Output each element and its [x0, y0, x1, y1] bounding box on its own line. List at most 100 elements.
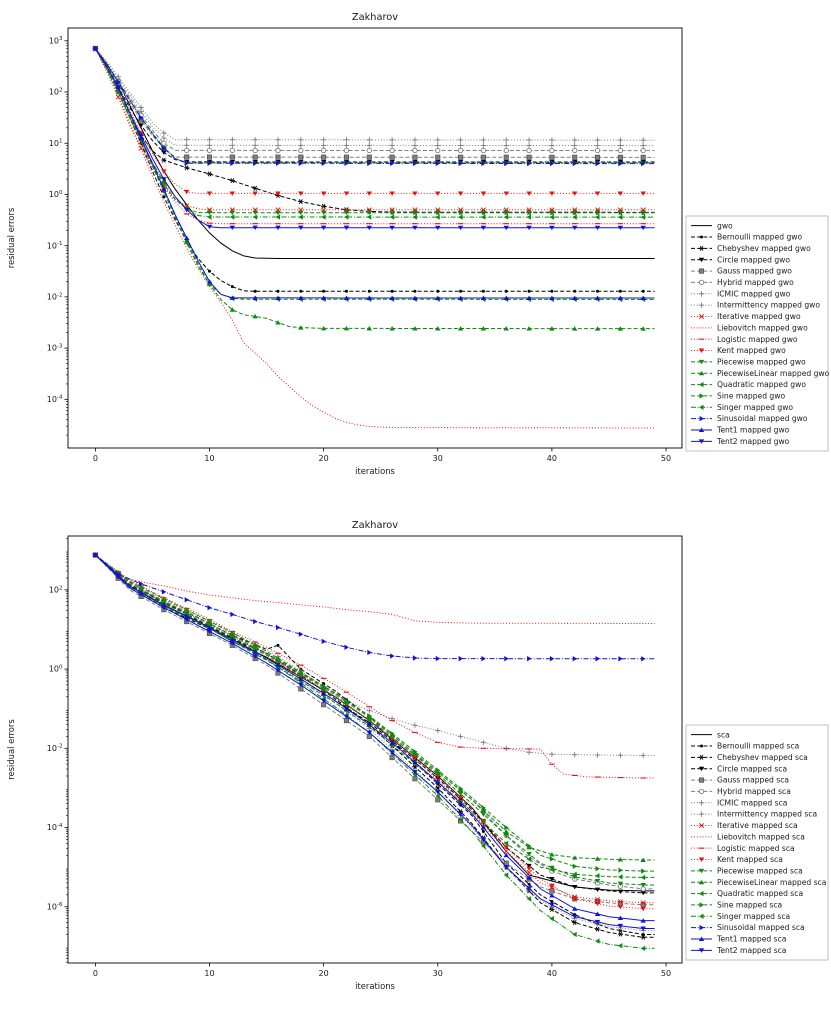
series-Liebovitch: [94, 48, 655, 429]
series-Tent2: [92, 553, 655, 931]
svg-text:20: 20: [319, 454, 329, 463]
svg-text:Tent1 mapped sca: Tent1 mapped sca: [716, 935, 786, 944]
plot-area: [67, 27, 683, 449]
legend-entry: Sinusoidal mapped gwo: [691, 414, 808, 423]
svg-text:10-4: 10-4: [47, 823, 63, 832]
svg-text:ICMIC mapped sca: ICMIC mapped sca: [717, 798, 787, 807]
svg-text:Gauss mapped gwo: Gauss mapped gwo: [717, 267, 792, 276]
series-Tent1: [92, 552, 655, 923]
svg-text:Singer mapped sca: Singer mapped sca: [717, 912, 790, 921]
svg-text:Sinusoidal mapped sca: Sinusoidal mapped sca: [717, 923, 805, 932]
series-Sinusoidal: [93, 45, 655, 167]
legend-entry: Tent2 mapped sca: [691, 946, 786, 955]
svg-text:ICMIC mapped gwo: ICMIC mapped gwo: [717, 289, 791, 298]
series-Logistic: [92, 47, 655, 225]
legend-entry: Sine mapped gwo: [691, 392, 785, 401]
svg-text:40: 40: [547, 969, 557, 978]
legend-entry: sca: [691, 730, 730, 739]
x-axis-label: iterations: [355, 466, 395, 476]
legend-entry: Sinusoidal mapped sca: [691, 923, 805, 932]
legend-entry: Singer mapped gwo: [691, 403, 793, 412]
legend-entry: Logistic mapped gwo: [691, 335, 798, 344]
series-Intermittency: [92, 45, 655, 149]
legend-entry: Circle mapped gwo: [691, 255, 790, 264]
legend-entry: Gauss mapped sca: [691, 776, 789, 785]
svg-text:0: 0: [93, 969, 98, 978]
sca-chart-canvas: Zakharov 0 10 20 30 40 50 iterations 102 100 10-2 1…: [6, 520, 829, 991]
legend-entry: Intermittency mapped gwo: [691, 301, 820, 310]
chart-title: Zakharov: [352, 12, 398, 23]
legend-entry: Iterative mapped gwo: [691, 312, 801, 321]
legend-entry: Bernoulli mapped gwo: [691, 233, 803, 242]
legend-entry: Liebovitch mapped gwo: [691, 323, 808, 332]
svg-text:40: 40: [547, 454, 557, 463]
series-Logistic: [92, 554, 655, 779]
legend: sca Bernoulli mapped sca Chebyshev mapped …: [685, 724, 829, 961]
series-Intermittency: [92, 552, 655, 759]
x-axis-label: iterations: [355, 981, 395, 991]
legend-entry: Intermittency mapped sca: [691, 810, 817, 819]
gwo-chart-canvas: Zakharov 0 10 20 30 40 50 iterations 103 102 101 10…: [6, 12, 830, 476]
svg-text:50: 50: [661, 969, 671, 978]
svg-text:gwo: gwo: [717, 221, 733, 230]
series-Singer: [92, 45, 655, 220]
svg-text:Tent2 mapped sca: Tent2 mapped sca: [716, 946, 786, 955]
svg-text:102: 102: [49, 87, 63, 96]
figure-sca-convergence: Zakharov 0 10 20 30 40 50 iterations 102 100 10-2 1…: [0, 508, 831, 1016]
legend-entry: Liebovitch mapped sca: [691, 832, 805, 841]
series-PiecewiseLinear: [92, 46, 655, 331]
legend-entry: Tent1 mapped sca: [691, 935, 786, 944]
series-Tent2: [92, 46, 655, 231]
svg-text:Bernoulli mapped gwo: Bernoulli mapped gwo: [717, 233, 803, 242]
legend-entry: ICMIC mapped sca: [691, 798, 787, 807]
series-Chebyshev: [92, 552, 655, 940]
series-Liebovitch: [95, 553, 655, 624]
svg-text:Hybrid mapped gwo: Hybrid mapped gwo: [717, 278, 794, 287]
svg-text:102: 102: [49, 585, 63, 594]
svg-text:Hybrid mapped sca: Hybrid mapped sca: [717, 787, 791, 796]
series-PiecewiseLinear: [92, 552, 655, 863]
svg-text:10: 10: [204, 454, 214, 463]
svg-text:Tent2 mapped gwo: Tent2 mapped gwo: [716, 437, 790, 446]
series-Sinusoidal: [93, 552, 655, 662]
legend-entry: Kent mapped gwo: [691, 346, 786, 355]
series-Sine: [93, 45, 655, 166]
legend-entry: Chebyshev mapped sca: [691, 753, 808, 762]
legend-entry: Quadratic mapped sca: [691, 889, 803, 898]
series-ICMIC: [92, 552, 655, 934]
svg-text:PiecewiseLinear mapped sca: PiecewiseLinear mapped sca: [717, 878, 826, 887]
plot-area: [67, 535, 683, 964]
svg-text:100: 100: [49, 190, 63, 199]
legend-entry: PiecewiseLinear mapped sca: [691, 878, 826, 887]
legend-entry: Piecewise mapped sca: [691, 866, 803, 875]
svg-text:Logistic mapped gwo: Logistic mapped gwo: [717, 335, 798, 344]
series-Bernoulli: [93, 553, 655, 936]
legend-entry: Chebyshev mapped gwo: [691, 244, 811, 253]
svg-text:Bernoulli mapped sca: Bernoulli mapped sca: [717, 742, 799, 751]
series-ICMIC: [92, 45, 655, 143]
series-Quadratic: [92, 552, 655, 881]
y-axis-label: residual errors: [6, 208, 16, 269]
svg-text:10-2: 10-2: [47, 744, 63, 753]
legend-entry: Kent mapped sca: [691, 855, 783, 864]
svg-text:Logistic mapped sca: Logistic mapped sca: [717, 844, 795, 853]
svg-text:10-3: 10-3: [47, 344, 63, 353]
legend-entry: Sine mapped sca: [691, 901, 782, 910]
svg-text:Tent1 mapped gwo: Tent1 mapped gwo: [716, 426, 790, 435]
legend-entry: Circle mapped sca: [691, 764, 787, 773]
legend-entry: Singer mapped sca: [691, 912, 790, 921]
svg-text:Kent mapped sca: Kent mapped sca: [717, 855, 783, 864]
svg-text:0: 0: [93, 454, 98, 463]
svg-text:Chebyshev mapped gwo: Chebyshev mapped gwo: [717, 244, 811, 253]
svg-text:30: 30: [433, 454, 443, 463]
legend-entry: Tent2 mapped gwo: [691, 437, 790, 446]
svg-text:Quadratic mapped gwo: Quadratic mapped gwo: [717, 380, 806, 389]
series-sca: [95, 554, 655, 892]
svg-text:Sinusoidal mapped gwo: Sinusoidal mapped gwo: [717, 414, 808, 423]
legend-entry: Hybrid mapped gwo: [691, 278, 794, 287]
series-Circle: [92, 46, 655, 165]
svg-text:20: 20: [319, 969, 329, 978]
svg-text:50: 50: [661, 454, 671, 463]
svg-text:Quadratic mapped sca: Quadratic mapped sca: [717, 889, 803, 898]
series-Iterative: [92, 45, 655, 213]
